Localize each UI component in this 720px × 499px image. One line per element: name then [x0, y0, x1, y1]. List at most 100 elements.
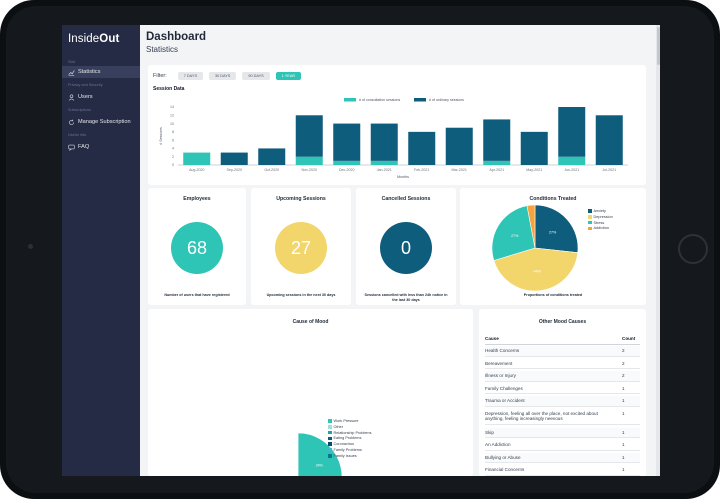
bar-may-2021	[520, 131, 548, 165]
upcoming-count: 27	[290, 237, 312, 258]
sidebar-item-label: Users	[78, 94, 93, 100]
legend-item: Depression	[588, 215, 613, 219]
legend-label: Depression	[593, 214, 613, 219]
bar-apr-2021	[483, 119, 511, 161]
page-title: Dashboard	[146, 31, 207, 43]
table-row: Trauma or Accident 1	[485, 396, 640, 407]
y-axis-label: # Sessions	[159, 127, 163, 145]
x-tick-label: Apr-2021	[489, 168, 504, 172]
count-cell: 1	[622, 442, 625, 447]
table-header: Cause Count	[485, 333, 640, 345]
session-data-title: Session Data	[153, 86, 185, 92]
cause-cell: Family Challenges	[485, 385, 523, 391]
sidebar: InsideOut Stat Statistics Privacy and Se…	[62, 25, 140, 476]
column-header-count: Count	[622, 336, 636, 341]
bar-nov-2020	[295, 115, 323, 157]
bar-jun-2021	[558, 156, 586, 165]
logo[interactable]: InsideOut	[68, 33, 120, 45]
y-tick-label: 10	[170, 122, 174, 126]
bar-aug-2020	[183, 152, 211, 165]
x-tick-label: Dec-2020	[339, 168, 355, 172]
filter-90-days-button[interactable]: 90 DAYS	[242, 72, 270, 80]
cause-cell: Health Concerns	[485, 348, 520, 353]
employees-card: Employees 68 Number of users that have r…	[148, 188, 246, 305]
home-button[interactable]	[678, 234, 708, 264]
sidebar-item-statistics[interactable]: Statistics	[62, 66, 140, 78]
conditions-pie-chart: 27% 44% 27%	[491, 204, 579, 292]
x-tick-label: Feb-2021	[414, 168, 429, 172]
upcoming-sessions-card: Upcoming Sessions 27 Upcoming sessions i…	[251, 188, 351, 305]
scrollbar[interactable]	[656, 25, 660, 476]
legend-label: Anxiety	[593, 209, 606, 213]
legend-label: Family Issues	[333, 453, 357, 458]
cancelled-sessions-card: Cancelled Sessions 0 Sessions cancelled …	[356, 188, 456, 305]
legend-item: Relationship Problems	[328, 431, 372, 435]
x-tick-label: Nov-2020	[301, 168, 317, 172]
nav-section-subscriptions: Subscriptions	[68, 108, 91, 112]
cause-cell: Trauma or Accident	[485, 398, 525, 403]
other-mood-causes-card: Other Mood Causes Cause Count Health Con…	[479, 309, 646, 476]
y-tick-label: 0	[172, 163, 174, 167]
filter-1-year-button[interactable]: 1 YEAR	[275, 72, 302, 80]
legend-item: Addiction	[588, 226, 613, 230]
filter-30-days-button[interactable]: 30 DAYS	[208, 72, 237, 80]
cause-of-mood-title: Cause of Mood	[292, 319, 329, 325]
employees-count: 68	[186, 237, 208, 258]
count-cell: 1	[622, 454, 625, 460]
pie-slice-anxiety	[534, 204, 579, 254]
legend-item: Anxiety	[588, 209, 613, 213]
sidebar-item-label: FAQ	[78, 144, 90, 150]
conditions-treated-card: Conditions Treated 27% 44% 27% Anxiety Depr…	[460, 188, 646, 305]
bar-jan-2021	[370, 160, 398, 165]
bar-oct-2020	[258, 148, 286, 165]
cause-cell: An Addiction	[485, 442, 511, 447]
cause-cell: Skip	[485, 429, 494, 435]
legend-label: Coronavirus	[333, 442, 354, 447]
y-tick-label: 14	[170, 105, 174, 109]
count-cell: 1	[622, 398, 625, 403]
count-cell: 1	[622, 467, 625, 472]
cause-cell: Financial Concerns	[485, 467, 525, 472]
sidebar-item-users[interactable]: Users	[62, 91, 140, 103]
bar-apr-2021	[483, 160, 511, 165]
legend-item: Work Pressure	[328, 419, 372, 423]
pie-slice-stress	[491, 205, 536, 261]
y-tick-label: 8	[172, 130, 174, 134]
employees-count-circle: 68	[171, 222, 223, 274]
conditions-legend: Anxiety Depression Stress Addiction	[588, 209, 613, 232]
sidebar-item-manage-subscription[interactable]: Manage Subscription	[62, 116, 140, 128]
legend-swatch	[328, 442, 332, 446]
legend-swatch	[328, 448, 332, 452]
sidebar-item-label: Statistics	[78, 69, 101, 75]
legend-label: Family Problems	[333, 447, 362, 452]
pie-slice-label: 44%	[534, 270, 542, 274]
count-cell: 2	[622, 373, 625, 378]
cancelled-count: 0	[400, 237, 411, 258]
bar-mar-2021	[445, 127, 473, 165]
table-row: Illness or Injury 2	[485, 371, 640, 382]
main-content: Dashboard Statistics Session Data # of c…	[140, 25, 660, 476]
pie-slice-work-pressure	[297, 432, 343, 476]
sidebar-item-faq[interactable]: FAQ	[62, 141, 140, 153]
legend-swatch	[328, 454, 332, 458]
legend-label: Other	[333, 424, 344, 429]
scrollbar-thumb[interactable]	[656, 27, 660, 65]
legend-label: Addiction	[593, 226, 610, 231]
bar-nov-2020	[295, 156, 323, 165]
count-cell: 2	[622, 348, 625, 353]
bar-jun-2021	[558, 107, 586, 157]
count-cell: 1	[622, 385, 625, 391]
refresh-icon	[69, 119, 74, 125]
cause-cell: Bereavement	[485, 360, 513, 366]
bar-feb-2021	[408, 131, 436, 165]
bar-jan-2021	[370, 123, 398, 161]
x-tick-label: Jan-2021	[377, 168, 392, 172]
x-tick-label: Jul-2021	[602, 168, 616, 172]
bar-jul-2021	[595, 115, 623, 165]
screen: InsideOut Stat Statistics Privacy and Se…	[62, 25, 660, 476]
legend-label: Work Pressure	[333, 419, 359, 423]
nav-section-privacy: Privacy and Security	[68, 83, 103, 87]
pie-slice-label: 27%	[549, 230, 557, 234]
mood-pie-chart: 34%24%	[253, 432, 343, 476]
filter-7-days-button[interactable]: 7 DAYS	[177, 72, 203, 80]
